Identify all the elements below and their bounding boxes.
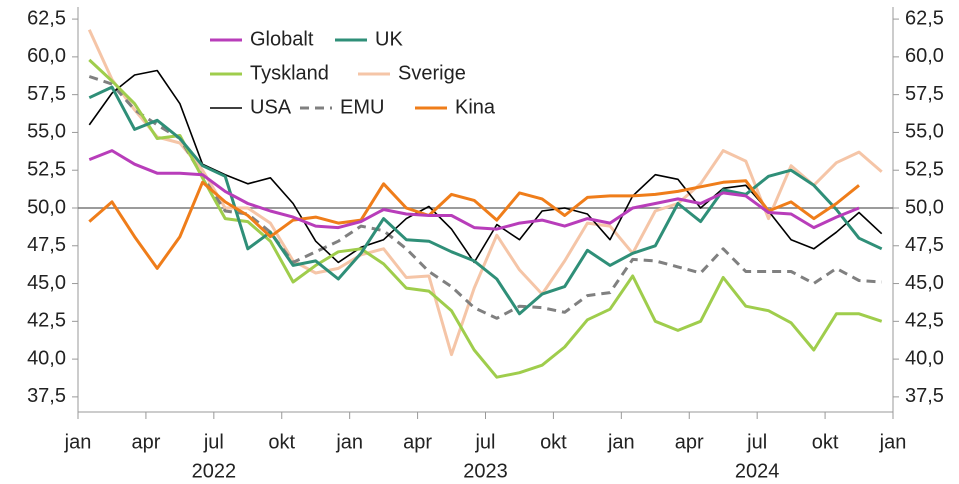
legend-label: Globalt [250, 28, 314, 50]
y2-tick-label: 47,5 [905, 234, 944, 256]
y-tick-label: 52,5 [27, 158, 66, 180]
x-tick-label: apr [675, 431, 704, 453]
y-tick-label: 62,5 [27, 7, 66, 29]
y-tick-label: 45,0 [27, 272, 66, 294]
y2-tick-label: 62,5 [905, 7, 944, 29]
y2-tick-label: 52,5 [905, 158, 944, 180]
x-year-label: 2024 [735, 460, 780, 482]
x-tick-label: apr [403, 431, 432, 453]
y2-tick-label: 60,0 [905, 45, 944, 67]
legend-label: EMU [340, 96, 384, 118]
y2-tick-label: 50,0 [905, 196, 944, 218]
y-tick-label: 57,5 [27, 83, 66, 105]
x-tick-label: jan [607, 431, 635, 453]
y-tick-label: 60,0 [27, 45, 66, 67]
y2-tick-label: 40,0 [905, 347, 944, 369]
x-tick-label: jan [64, 431, 92, 453]
y2-tick-label: 45,0 [905, 272, 944, 294]
y-tick-label: 40,0 [27, 347, 66, 369]
x-tick-label: okt [540, 431, 567, 453]
x-tick-label: okt [268, 431, 295, 453]
y-tick-label: 50,0 [27, 196, 66, 218]
series-line [87, 29, 883, 357]
y-tick-label: 42,5 [27, 310, 66, 332]
series-line [88, 75, 882, 320]
x-year-label: 2022 [192, 460, 237, 482]
x-tick-label: apr [131, 431, 160, 453]
y2-tick-label: 42,5 [905, 310, 944, 332]
x-tick-label: jul [746, 431, 767, 453]
legend-label: Sverige [398, 62, 466, 84]
x-year-label: 2023 [463, 460, 508, 482]
x-tick-label: jan [879, 431, 907, 453]
series-line [88, 149, 860, 231]
x-tick-label: jul [203, 431, 224, 453]
legend-label: Tyskland [250, 62, 329, 84]
y-tick-label: 47,5 [27, 234, 66, 256]
legend-label: Kina [455, 96, 496, 118]
y-tick-label: 37,5 [27, 385, 66, 407]
series-line [88, 58, 883, 379]
y-tick-label: 55,0 [27, 121, 66, 143]
series-line [88, 179, 860, 270]
x-tick-label: jan [335, 431, 363, 453]
y2-tick-label: 55,0 [905, 121, 944, 143]
series-line [88, 85, 883, 316]
legend-label: USA [250, 96, 292, 118]
legend-label: UK [375, 28, 403, 50]
x-tick-label: jul [474, 431, 495, 453]
y2-tick-label: 57,5 [905, 83, 944, 105]
y2-tick-label: 37,5 [905, 385, 944, 407]
x-tick-label: okt [812, 431, 839, 453]
